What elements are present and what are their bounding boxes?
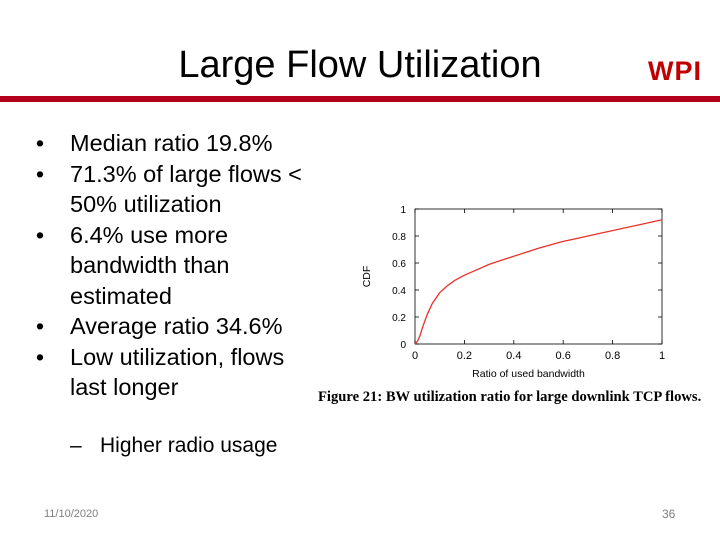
x-tick-label: 0 bbox=[412, 350, 418, 362]
plot-area: 0 0.2 0.4 0.6 0.8 1 0 0.2 0.4 0.6 0.8 1 Ratio of use… bbox=[361, 205, 665, 380]
cdf-series-line bbox=[414, 219, 663, 345]
x-tick-label: 0.8 bbox=[605, 350, 620, 362]
bullet-item: • 6.4% use more bandwidth than estimated bbox=[30, 220, 330, 312]
y-tick-label: 1 bbox=[400, 205, 406, 216]
plot-frame bbox=[414, 208, 663, 345]
bullet-list: • Median ratio 19.8% • 71.3% of large flow… bbox=[30, 128, 330, 403]
slide-title: Large Flow Utilization bbox=[178, 44, 542, 86]
y-tick-label: 0.2 bbox=[392, 313, 406, 324]
bullet-item: • 71.3% of large flows <50% utilization bbox=[30, 159, 330, 220]
y-tick-label: 0 bbox=[400, 340, 406, 351]
x-axis-label: Ratio of used bandwidth bbox=[472, 368, 585, 380]
bullet-item: • Low utilization, flows last longer bbox=[30, 342, 330, 403]
bullet-dot-icon: • bbox=[35, 313, 45, 339]
bullet-dot-icon: • bbox=[35, 221, 45, 248]
bullet-item: • Average ratio 34.6% bbox=[30, 311, 330, 342]
sub-bullet: – Higher radio usage bbox=[70, 434, 277, 458]
y-tick-label: 0.4 bbox=[392, 286, 406, 297]
wpi-logo: WPI bbox=[648, 56, 702, 86]
page-number: 36 bbox=[662, 507, 676, 521]
dash-icon: – bbox=[70, 434, 82, 457]
y-tick-label: 0.8 bbox=[392, 232, 406, 243]
x-tick-label: 1 bbox=[659, 350, 665, 362]
bullet-item: • Median ratio 19.8% bbox=[30, 128, 330, 159]
figure-caption: Figure 21: BW utilization ratio for larg… bbox=[318, 389, 702, 405]
slide-date: 11/10/2020 bbox=[44, 508, 99, 520]
y-tick-label: 0.6 bbox=[392, 259, 406, 270]
x-tick-label: 0.4 bbox=[506, 350, 521, 362]
sub-bullet-text: Higher radio usage bbox=[100, 434, 278, 457]
bullet-dot-icon: • bbox=[35, 343, 45, 370]
bullet-dot-icon: • bbox=[35, 130, 45, 156]
cdf-chart: 0 0.2 0.4 0.6 0.8 1 0 0.2 0.4 0.6 0.8 1 Ratio of use… bbox=[361, 205, 665, 380]
y-axis-label: CDF bbox=[361, 266, 373, 288]
bullet-dot-icon: • bbox=[35, 160, 45, 187]
title-divider bbox=[0, 96, 720, 102]
x-tick-label: 0.6 bbox=[556, 350, 571, 362]
x-tick-label: 0.2 bbox=[457, 350, 472, 362]
